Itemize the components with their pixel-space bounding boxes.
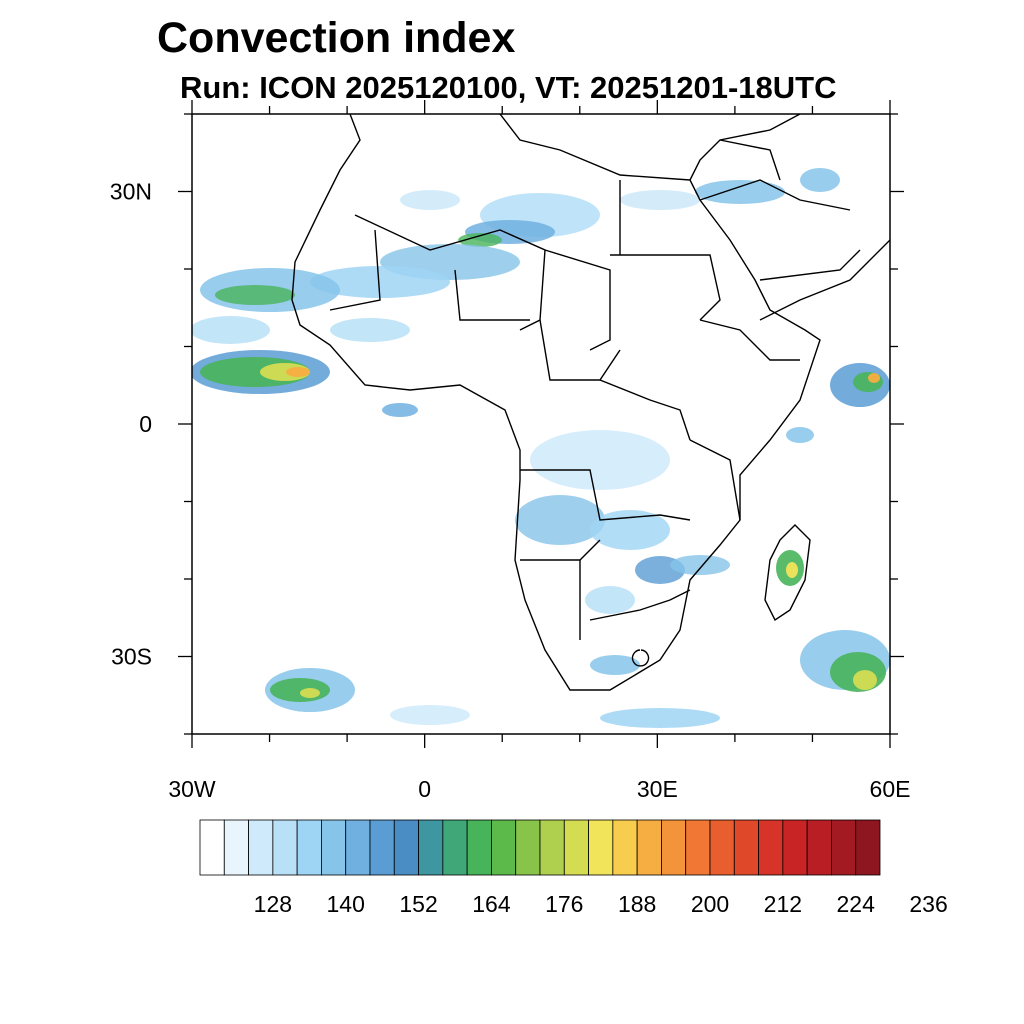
- colorbar-swatch: [466, 819, 492, 876]
- colorbar-label: 152: [399, 891, 437, 917]
- colorbar-label: 200: [691, 891, 729, 917]
- colorbar-swatch: [515, 819, 541, 876]
- colorbar-swatch: [393, 819, 419, 876]
- colorbar-swatch: [539, 819, 565, 876]
- colorbar-label: 224: [837, 891, 876, 917]
- colorbar-swatch: [345, 819, 371, 876]
- colorbar-label: 212: [764, 891, 802, 917]
- colorbar-swatch: [296, 819, 322, 876]
- colorbar-swatch: [782, 819, 808, 876]
- colorbar-swatch: [248, 819, 274, 876]
- colorbar-label: 128: [254, 891, 292, 917]
- y-tick-label: 0: [139, 411, 152, 437]
- colorbar-swatch: [806, 819, 832, 876]
- colorbar-swatch: [855, 819, 881, 876]
- colorbar-swatch: [321, 819, 347, 876]
- colorbar-swatch: [685, 819, 711, 876]
- colorbar-swatch: [442, 819, 468, 876]
- axis-ticks: [178, 100, 904, 748]
- colorbar-swatch: [369, 819, 395, 876]
- colorbar-swatch: [491, 819, 517, 876]
- colorbar-label: 164: [472, 891, 511, 917]
- colorbar-labels: 128 140 152 164 176 188 200 212 224 236: [254, 891, 948, 917]
- colorbar-swatch: [831, 819, 857, 876]
- convection-field: [192, 168, 890, 728]
- map-title: Convection index: [157, 14, 516, 62]
- y-tick-label: 30N: [110, 179, 152, 205]
- colorbar-label: 188: [618, 891, 656, 917]
- y-tick-label: 30S: [111, 644, 152, 670]
- colorbar-swatch: [588, 819, 614, 876]
- coastlines: [291, 114, 890, 691]
- colorbar-swatch: [636, 819, 662, 876]
- colorbar-swatch: [223, 819, 249, 876]
- y-axis-labels: 30N 0 30S: [110, 179, 152, 670]
- x-tick-label: 30E: [637, 776, 678, 802]
- colorbar-swatch: [758, 819, 784, 876]
- colorbar-swatch: [661, 819, 687, 876]
- x-tick-label: 60E: [870, 776, 911, 802]
- x-axis-labels: 30W 0 30E 60E: [168, 776, 910, 802]
- colorbar-label: 140: [327, 891, 365, 917]
- colorbar-swatch: [709, 819, 735, 876]
- colorbar-label: 176: [545, 891, 583, 917]
- colorbar: [199, 819, 881, 876]
- x-tick-label: 30W: [168, 776, 216, 802]
- map-subtitle: Run: ICON 2025120100, VT: 20251201-18UTC: [180, 70, 837, 105]
- colorbar-swatch: [612, 819, 638, 876]
- colorbar-swatch: [199, 819, 225, 876]
- colorbar-swatch: [418, 819, 444, 876]
- colorbar-label: 236: [909, 891, 947, 917]
- x-tick-label: 0: [418, 776, 431, 802]
- colorbar-swatch: [272, 819, 298, 876]
- colorbar-swatch: [733, 819, 759, 876]
- colorbar-swatch: [563, 819, 589, 876]
